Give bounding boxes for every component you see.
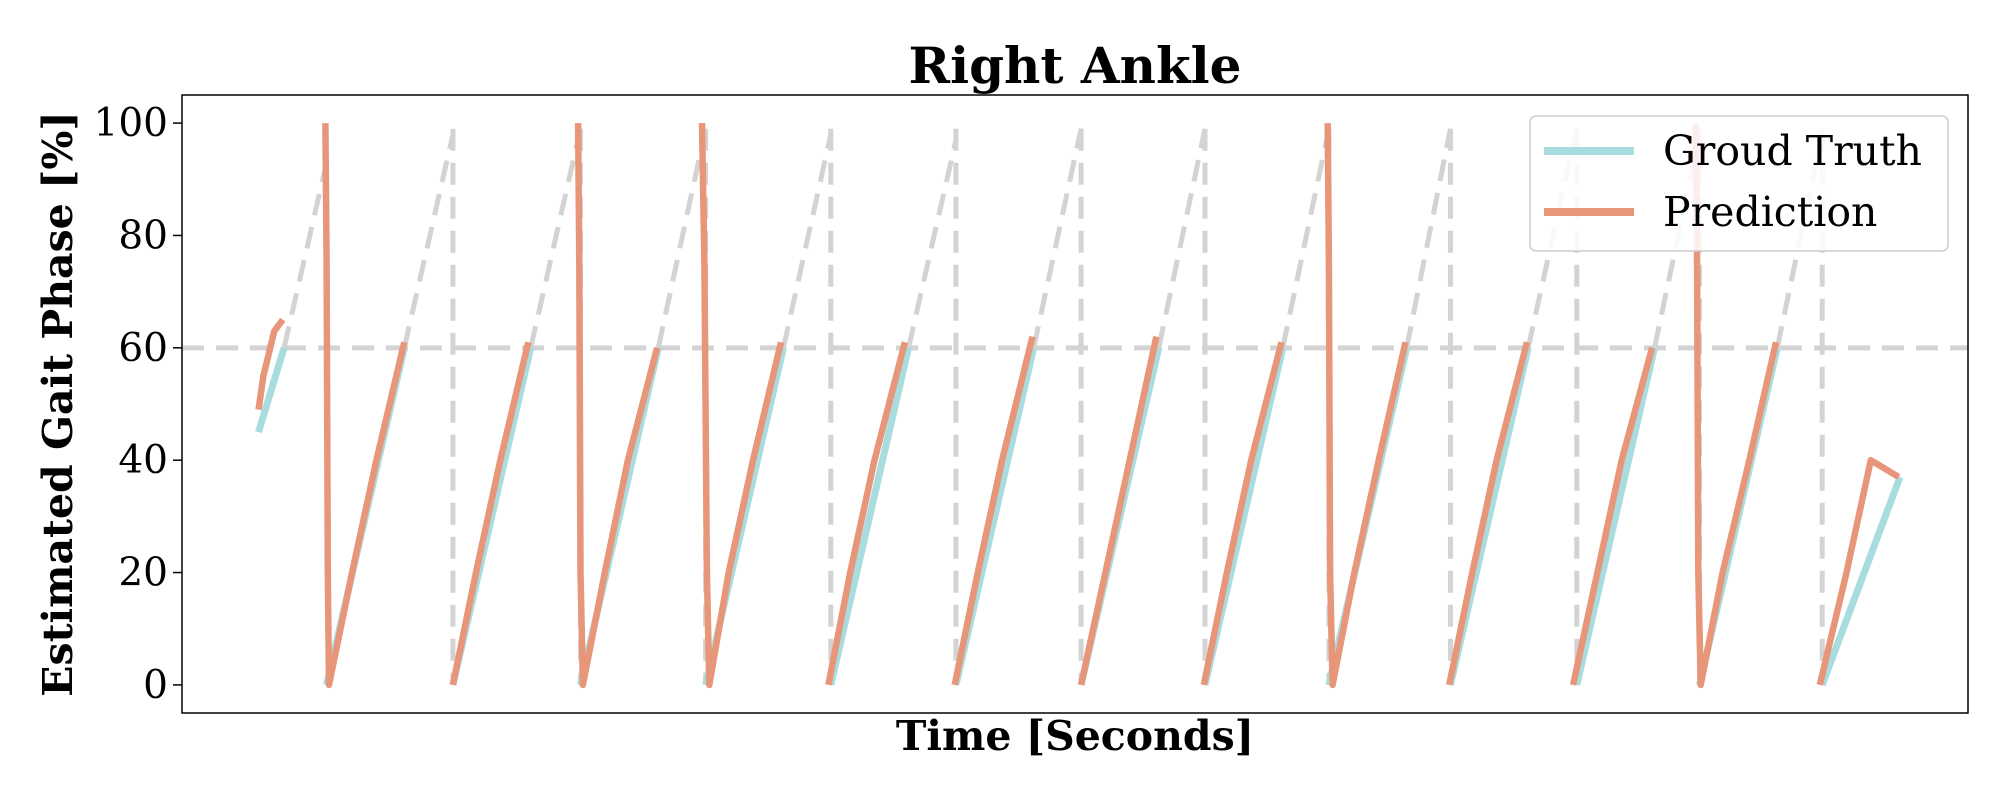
reference-ramp-7 <box>1156 128 1208 349</box>
chart-title: Right Ankle <box>909 36 1242 95</box>
y-tick-label-100: 100 <box>94 101 168 146</box>
y-axis-ticks: 0 20 40 60 80 100 <box>94 101 182 708</box>
plot-frame <box>181 94 1969 714</box>
reference-ramp-3 <box>655 128 709 349</box>
reference-ramp-0 <box>281 161 330 349</box>
x-axis-label: Time [Seconds] <box>896 712 1254 760</box>
reference-ramp-9 <box>1404 128 1453 349</box>
series-line-prediction <box>255 123 1901 689</box>
reference-ramp-5 <box>906 139 959 349</box>
y-tick-label-20: 20 <box>118 551 168 596</box>
reference-ramp-1 <box>401 133 456 349</box>
y-tick-label-60: 60 <box>118 326 168 371</box>
y-axis-label: Estimated Gait Phase [%] <box>34 111 82 697</box>
y-tick-label-0: 0 <box>143 663 168 708</box>
reference-ramp-8 <box>1280 128 1332 349</box>
legend: Groud Truth Prediction <box>1529 115 1949 252</box>
y-tick-label-40: 40 <box>118 438 168 483</box>
legend-label-prediction: Prediction <box>1663 188 1877 236</box>
reference-ramp-4 <box>780 133 834 349</box>
legend-label-ground-truth: Groud Truth <box>1663 127 1922 175</box>
y-tick-label-80: 80 <box>118 213 168 258</box>
legend-box <box>1529 115 1949 252</box>
reference-ramp-6 <box>1031 128 1084 349</box>
reference-ramp-2 <box>528 128 583 349</box>
